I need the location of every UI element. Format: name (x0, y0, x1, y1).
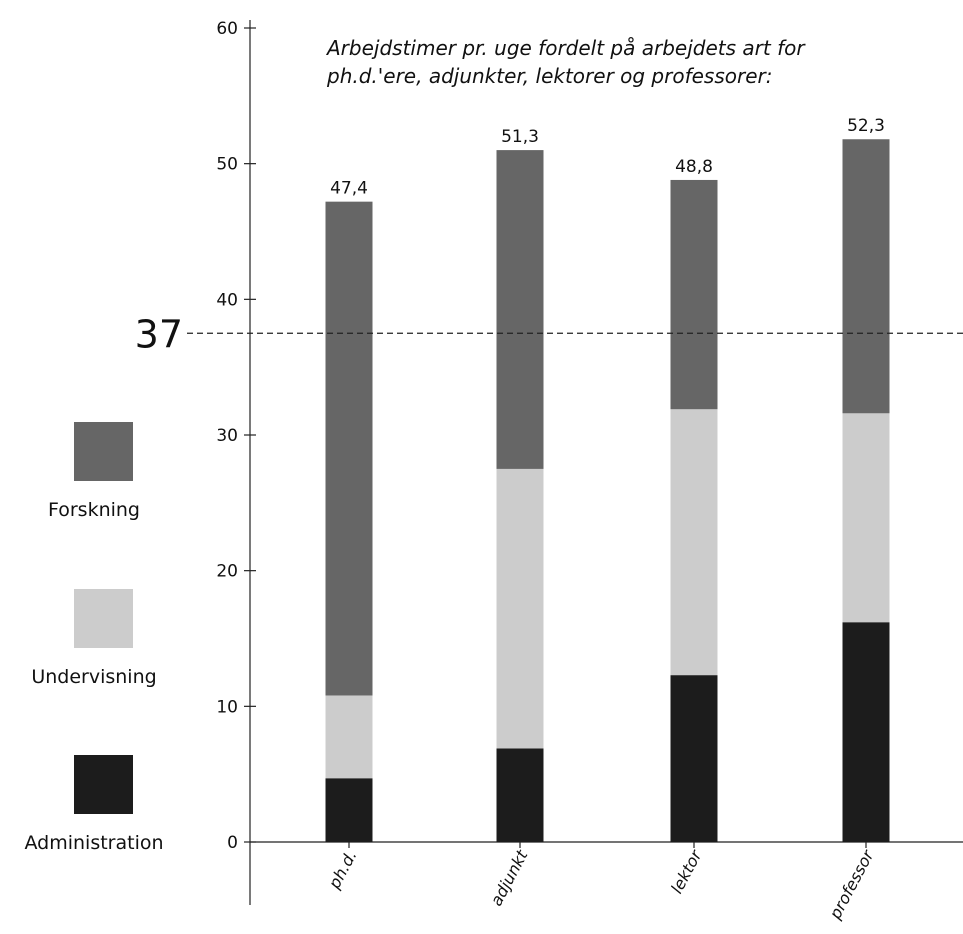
bar-segment-forskning (670, 179, 718, 410)
bar-segment-administration (670, 675, 718, 842)
y-tick-label: 40 (216, 290, 238, 310)
bar-total-label: 52,3 (847, 116, 885, 136)
legend-label-undervisning: Undervisning (31, 666, 156, 688)
y-tick-label: 10 (216, 697, 238, 717)
y-tick-label: 0 (227, 833, 238, 853)
value-labels: 47,4 51,3 48,8 52,3 (330, 116, 885, 198)
reference-line-label: 37 (135, 312, 183, 356)
bar-segment-administration (496, 748, 544, 842)
x-category-label: lektor (667, 846, 706, 897)
bar-segment-undervisning (496, 468, 544, 749)
bar-segment-forskning (496, 150, 544, 469)
x-category-label: ph.d. (324, 847, 360, 893)
bar-total-label: 48,8 (675, 157, 713, 177)
legend-swatch-administration (74, 755, 133, 814)
bars (325, 139, 890, 842)
y-tick-label: 50 (216, 155, 238, 175)
bar-segment-undervisning (325, 695, 373, 779)
category-labels: ph.d. adjunkt lektor professor (324, 846, 878, 923)
bar-segment-administration (325, 778, 373, 842)
bar-segment-undervisning (842, 413, 890, 623)
bar-segment-forskning (842, 139, 890, 414)
y-tick-label: 60 (216, 19, 238, 39)
bar-total-label: 51,3 (501, 127, 539, 147)
legend-label-forskning: Forskning (48, 499, 140, 521)
chart-title-line-2: ph.d.'ere, adjunkter, lektorer og profes… (326, 64, 773, 88)
legend: Forskning Undervisning Administration (24, 422, 164, 854)
x-category-label: adjunkt (486, 846, 531, 909)
legend-label-administration: Administration (24, 832, 163, 854)
x-category-label: professor (825, 846, 878, 923)
bar-segment-undervisning (670, 409, 718, 676)
legend-swatch-undervisning (74, 589, 133, 648)
bar-segment-administration (842, 622, 890, 842)
y-tick-label: 20 (216, 562, 238, 582)
chart-title: Arbejdstimer pr. uge fordelt på arbejdet… (325, 36, 806, 88)
y-tick-label: 30 (216, 426, 238, 446)
reference-line: 37 (135, 312, 963, 356)
bar-segment-forskning (325, 201, 373, 696)
legend-swatch-forskning (74, 422, 133, 481)
bar-total-label: 47,4 (330, 179, 368, 199)
chart-title-line-1: Arbejdstimer pr. uge fordelt på arbejdet… (325, 36, 806, 60)
